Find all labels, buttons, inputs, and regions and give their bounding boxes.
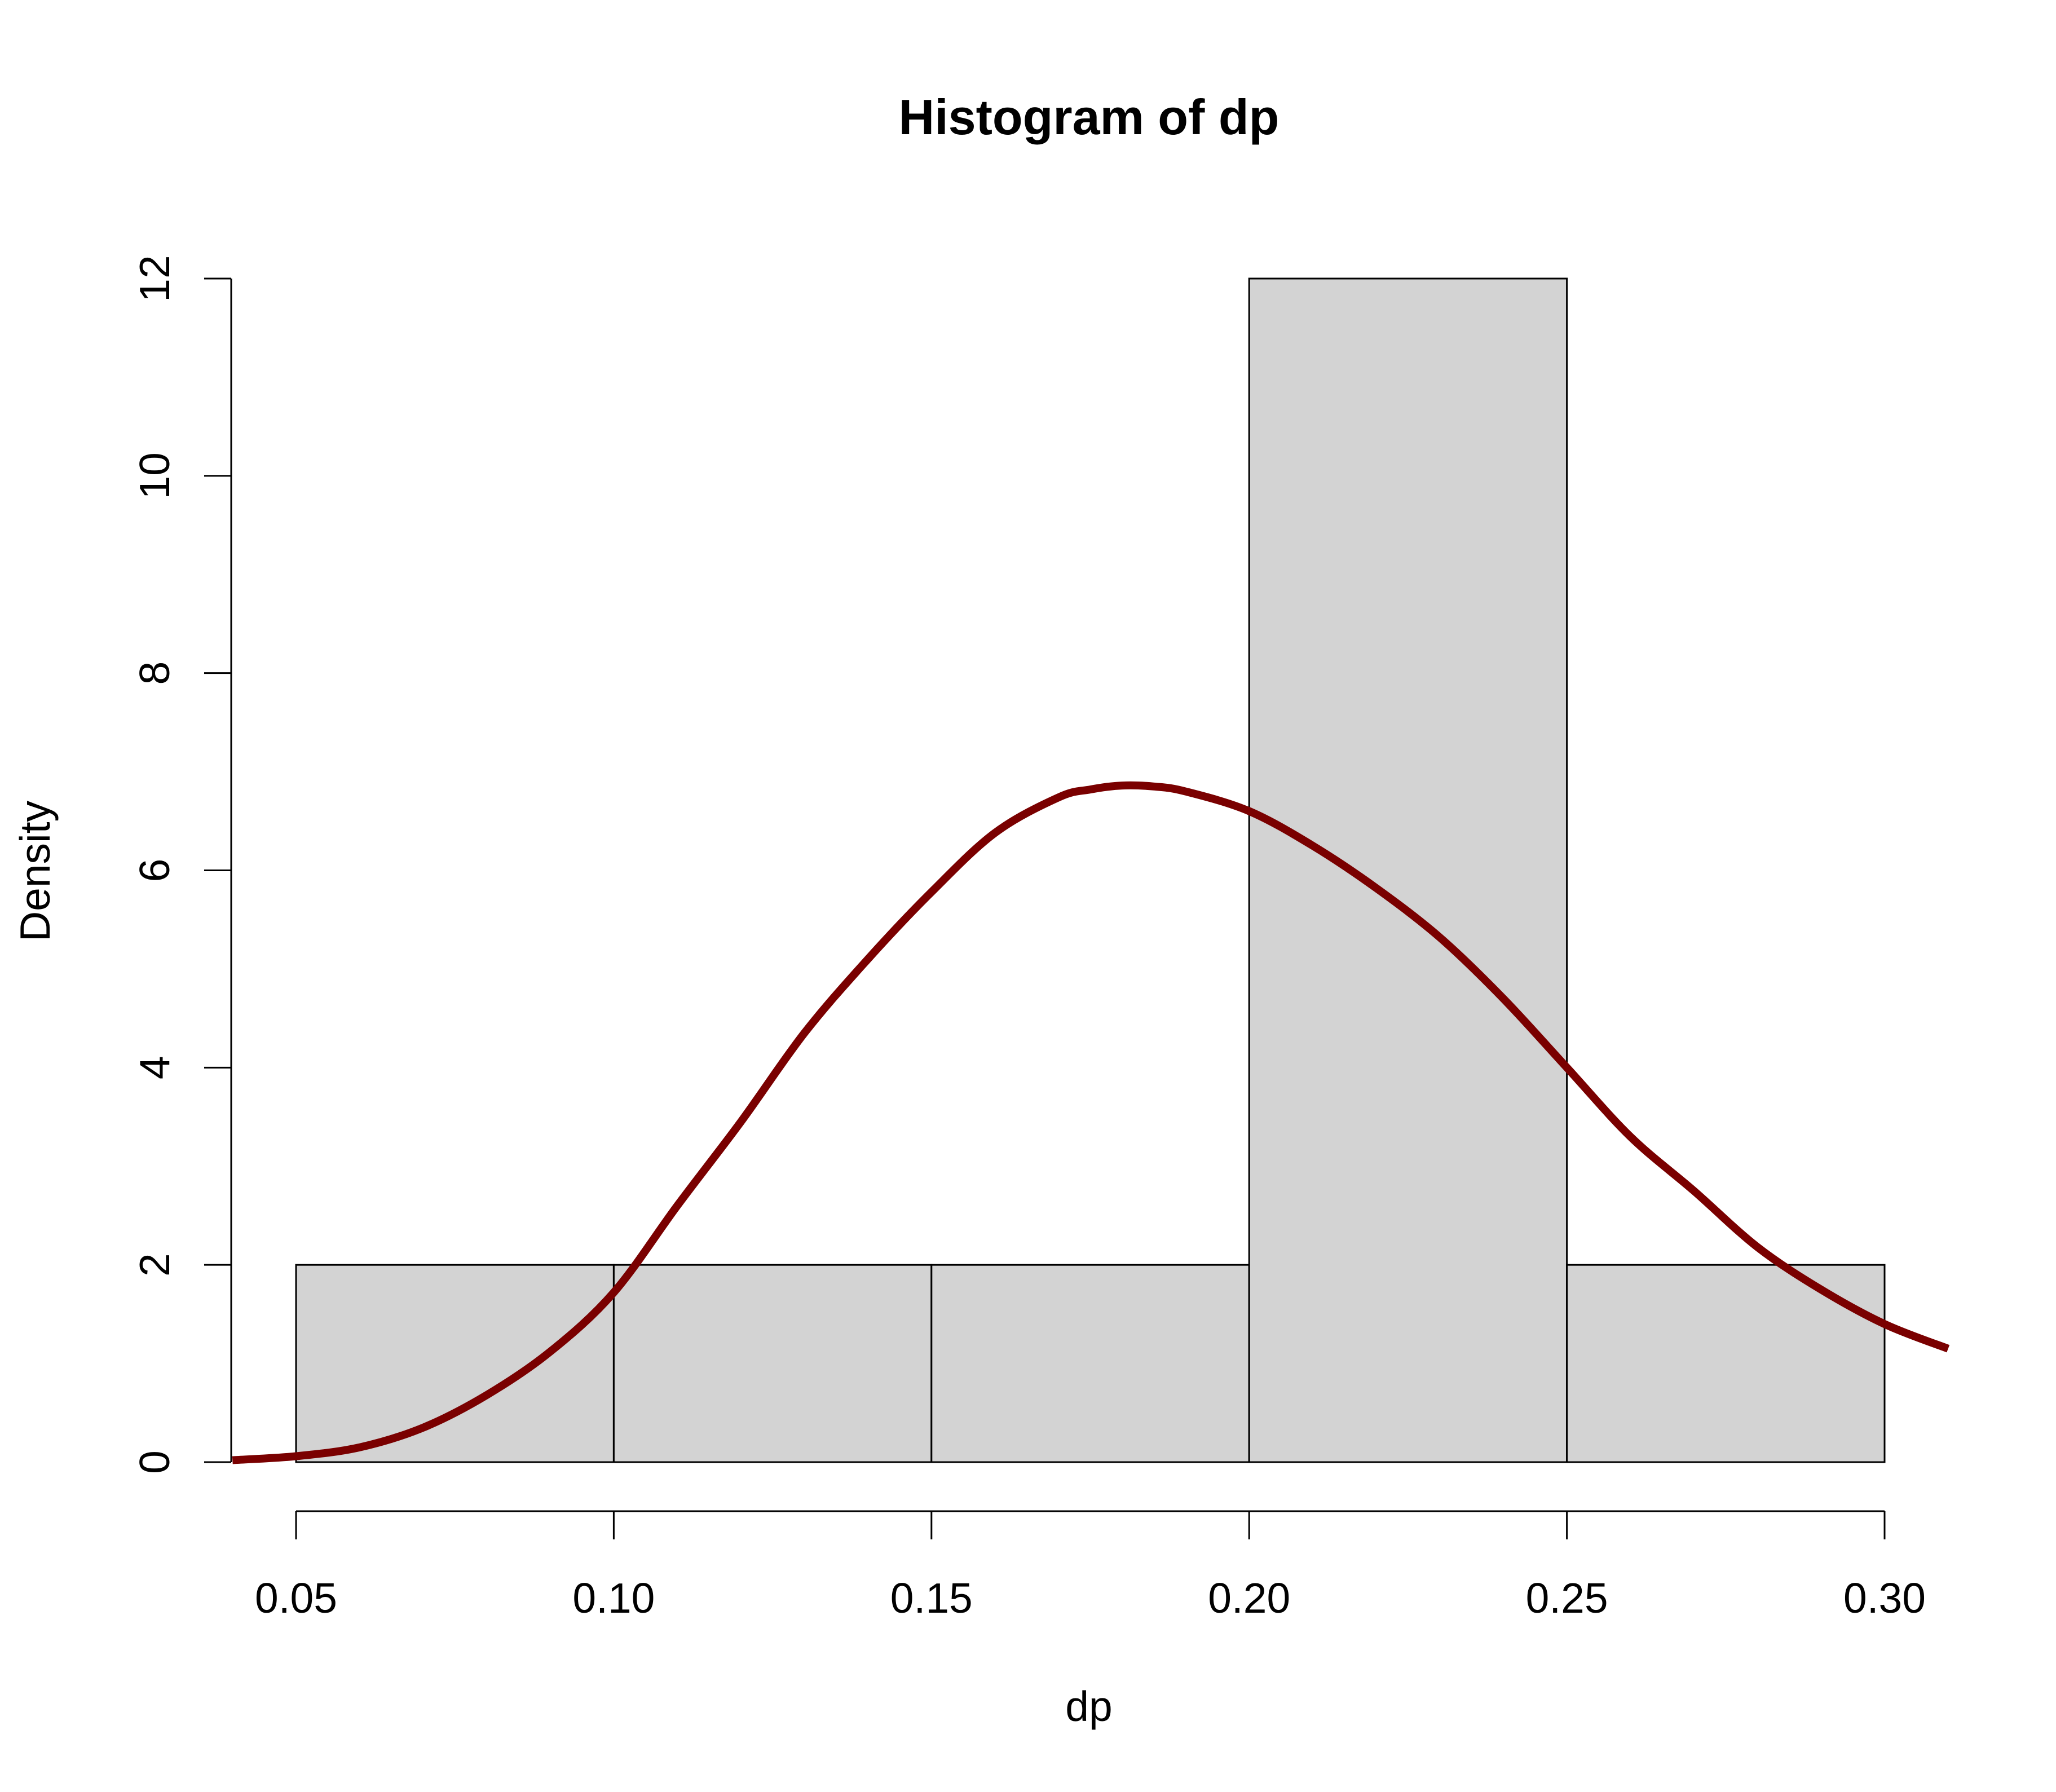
y-tick-label: 0 [131, 1450, 178, 1474]
histogram-bar-2 [612, 1264, 933, 1463]
y-tick-label: 12 [131, 255, 178, 302]
x-tick-label: 0.20 [1208, 1574, 1290, 1622]
x-tick-label: 0.10 [572, 1574, 655, 1622]
y-tick-label: 4 [131, 1056, 178, 1079]
histogram-bars [295, 277, 1886, 1463]
x-tick-label: 0.25 [1526, 1574, 1608, 1622]
y-tick-label: 2 [131, 1253, 178, 1277]
x-tick-label: 0.15 [890, 1574, 973, 1622]
y-tick-label: 10 [131, 452, 178, 499]
density-curve [232, 781, 1950, 1464]
y-axis: 0 2 4 6 8 10 12 [131, 255, 232, 1474]
y-axis-label: Density [11, 800, 59, 942]
y-tick-label: 8 [131, 661, 178, 685]
x-tick-label: 0.30 [1843, 1574, 1926, 1622]
x-tick-label: 0.05 [255, 1574, 337, 1622]
x-axis-label: dp [1065, 1683, 1112, 1730]
y-tick-label: 6 [131, 859, 178, 882]
histogram-bar-1 [295, 1264, 615, 1463]
chart-title: Histogram of dp [899, 89, 1280, 145]
histogram-bar-4 [1248, 277, 1568, 1463]
x-axis: 0.05 0.10 0.15 0.20 0.25 0.30 [255, 1510, 1926, 1622]
histogram-bar-3 [930, 1264, 1250, 1463]
